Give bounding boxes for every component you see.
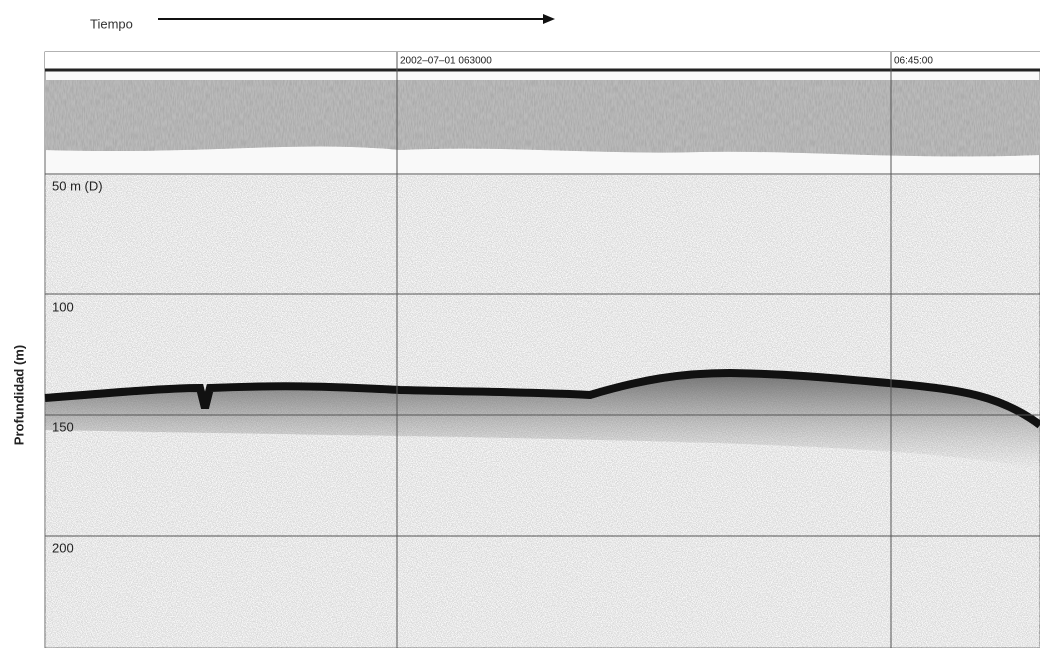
page: Tiempo Profundidad (m) 2002–07–01 063000… — [0, 0, 1040, 648]
depth-axis-label: Profundidad (m) — [11, 345, 26, 445]
depth-label: 200 — [52, 540, 74, 555]
depth-label: 100 — [52, 299, 74, 314]
depth-label: 50 m (D) — [52, 178, 103, 193]
echogram-figure: Tiempo Profundidad (m) 2002–07–01 063000… — [0, 0, 1040, 648]
depth-label: 150 — [52, 419, 74, 434]
arrow-head — [543, 14, 555, 24]
time-label: Tiempo — [90, 16, 133, 31]
timestamp: 2002–07–01 063000 — [400, 56, 492, 67]
timestamp: 06:45:00 — [894, 56, 933, 67]
